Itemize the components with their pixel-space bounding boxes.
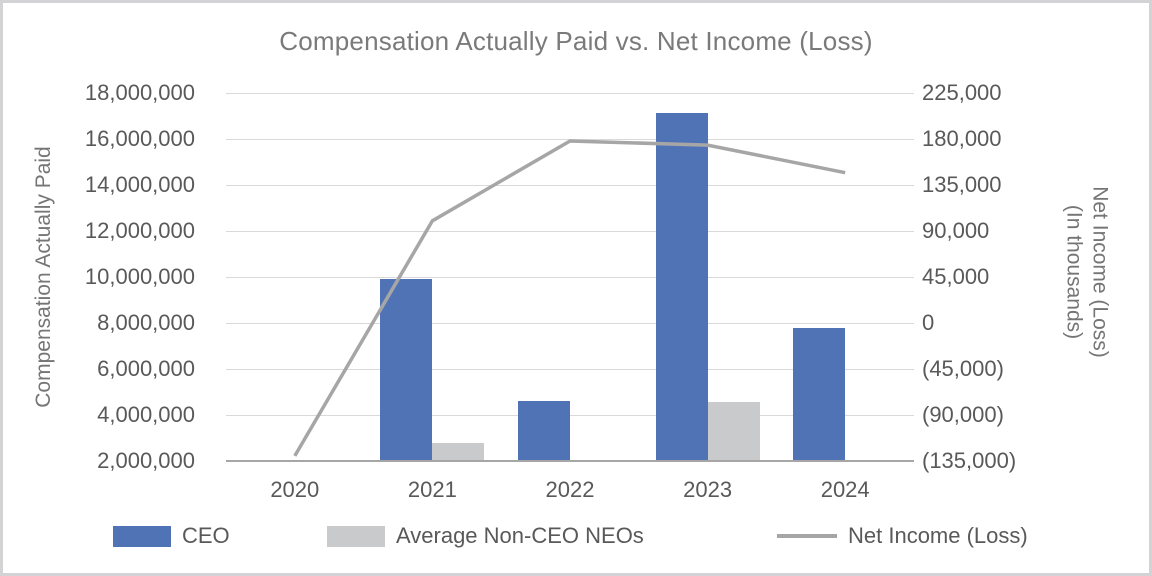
legend-label-net-income: Net Income (Loss) (848, 523, 1028, 548)
gridline (226, 93, 914, 94)
bar-ceo-2023 (655, 112, 708, 461)
bar-ceo-2021 (380, 279, 433, 461)
left-axis-tick: 4,000,000 (97, 402, 195, 427)
right-axis-tick: 90,000 (922, 218, 990, 243)
x-axis-label-2020: 2020 (270, 477, 320, 502)
right-axis-tick: (90,000) (922, 402, 1004, 427)
bar-ceo-2024 (793, 327, 846, 461)
right-axis-tick: 180,000 (922, 126, 1002, 151)
legend: CEO Average Non-CEO NEOs Net Income (Los… (0, 522, 1152, 554)
left-axis-tick: 18,000,000 (84, 80, 195, 105)
left-axis-tick: 14,000,000 (84, 172, 195, 197)
right-axis-title: Net Income (Loss) (In thousands) (1060, 186, 1113, 358)
x-axis-label-2023: 2023 (683, 477, 733, 502)
right-axis-tick: 45,000 (922, 264, 990, 289)
x-axis-label-2024: 2024 (820, 477, 870, 502)
legend-swatch-net-income-line (777, 534, 837, 538)
x-axis-label-2021: 2021 (407, 477, 457, 502)
bar-neo-2023 (707, 402, 760, 461)
gridline (226, 277, 914, 278)
gridline (226, 231, 914, 232)
left-axis-tick: 2,000,000 (97, 448, 195, 473)
left-axis-tick: 10,000,000 (84, 264, 195, 289)
bar-neo-2021 (432, 442, 485, 461)
right-axis-tick: (45,000) (922, 356, 1004, 381)
net-income-line-path (293, 139, 846, 457)
right-axis-tick: 225,000 (922, 80, 1002, 105)
x-axis-label-2022: 2022 (545, 477, 595, 502)
legend-item-ceo: CEO (113, 522, 230, 550)
legend-swatch-non-ceo-neos (327, 525, 385, 547)
legend-swatch-ceo (113, 525, 171, 547)
legend-label-non-ceo-neos: Average Non-CEO NEOs (396, 523, 644, 548)
left-axis-tick: 6,000,000 (97, 356, 195, 381)
gridline (226, 185, 914, 186)
bar-ceo-2022 (518, 401, 570, 461)
legend-item-non-ceo-neos: Average Non-CEO NEOs (327, 522, 644, 550)
right-axis-tick: 135,000 (922, 172, 1002, 197)
legend-label-ceo: CEO (182, 523, 230, 548)
legend-item-net-income: Net Income (Loss) (777, 522, 1028, 550)
chart-title: Compensation Actually Paid vs. Net Incom… (279, 26, 873, 56)
left-axis-tick: 16,000,000 (84, 126, 195, 151)
right-axis-tick: (135,000) (922, 448, 1017, 473)
gridline (226, 323, 914, 324)
left-axis-tick: 12,000,000 (84, 218, 195, 243)
gridline (226, 139, 914, 140)
right-axis-title-line1: Net Income (Loss) (1088, 186, 1112, 358)
right-axis-title-line2: (In thousands) (1062, 204, 1085, 340)
x-axis-line (226, 460, 914, 462)
left-axis-tick: 8,000,000 (97, 310, 195, 335)
right-axis-tick: 0 (922, 310, 935, 335)
